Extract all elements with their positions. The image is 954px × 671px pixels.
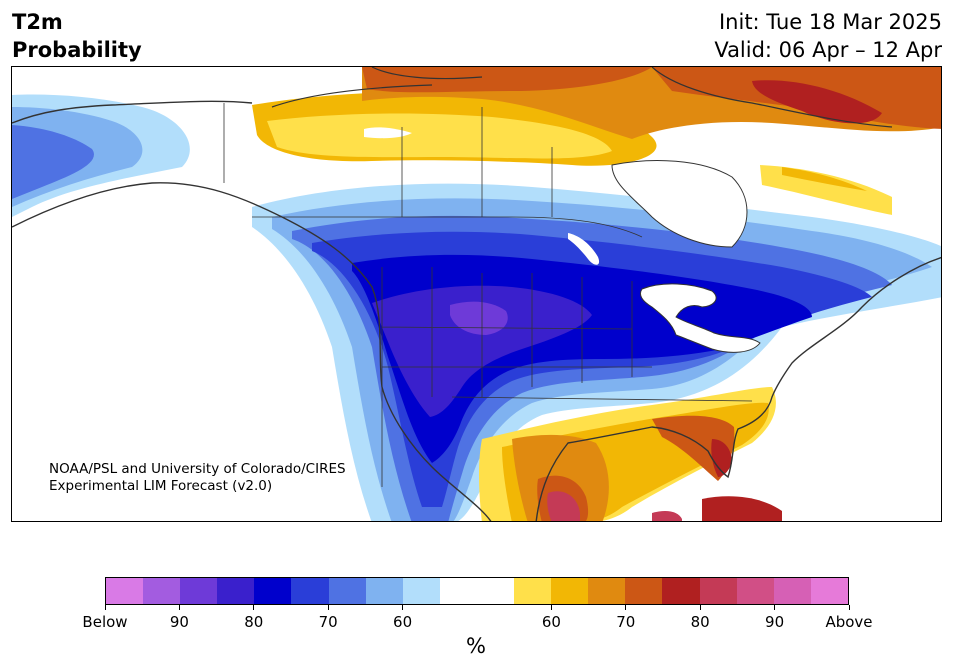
field-label: Probability — [12, 38, 142, 62]
credit-line-2: Experimental LIM Forecast (v2.0) — [49, 478, 273, 494]
colorbar-segment — [180, 578, 218, 604]
colorbar-tick-mark — [774, 605, 776, 610]
colorbar-tick-label: 70 — [616, 613, 636, 631]
colorbar-segment — [736, 578, 774, 604]
colorbar-segment — [551, 578, 589, 604]
colorbar-tick-mark — [402, 605, 404, 610]
cold-region-alaska-dark — [12, 125, 94, 199]
warm-region-labrador-orange — [782, 167, 867, 191]
colorbar-tick-label: 80 — [244, 613, 264, 631]
colorbar — [105, 577, 849, 605]
credit-line-1: NOAA/PSL and University of Colorado/CIRE… — [49, 461, 346, 477]
boundaries — [223, 103, 753, 487]
colorbar-segment — [810, 578, 848, 604]
colorbar-segment — [217, 578, 255, 604]
cold-region-purple-core — [450, 301, 508, 335]
colorbar-tick-mark — [550, 605, 552, 610]
colorbar-tick-label: 90 — [765, 613, 785, 631]
colorbar-tick-label: 60 — [541, 613, 561, 631]
colorbar-tick-label: Below — [82, 613, 128, 631]
date-block: Init: Tue 18 Mar 2025 Valid: 06 Apr – 12… — [714, 8, 942, 64]
colorbar-tick-mark — [104, 605, 106, 610]
variable-label: T2m — [12, 10, 63, 34]
valid-date: Valid: 06 Apr – 12 Apr — [714, 38, 942, 62]
warm-region-mexico-red — [547, 491, 580, 521]
coastline-east — [535, 256, 941, 521]
warm-region-caribbean — [702, 496, 782, 521]
colorbar-segment — [514, 578, 552, 604]
warm-region-florida-red — [711, 439, 732, 477]
colorbar-segment — [254, 578, 292, 604]
coastline-west — [12, 100, 492, 521]
colorbar-tick-label: 60 — [393, 613, 413, 631]
colorbar-segment — [439, 578, 477, 604]
warm-region-north-inner — [267, 113, 612, 159]
coastline-arctic — [271, 67, 893, 128]
colorbar-segment — [625, 578, 663, 604]
colorbar-segment — [365, 578, 403, 604]
warm-region-arctic-dark — [362, 67, 652, 93]
colorbar-tick-mark — [625, 605, 627, 610]
lake-winnipeg — [568, 233, 600, 265]
forecast-map — [11, 66, 942, 522]
colorbar-tick-label: Above — [825, 613, 873, 631]
state-lines — [381, 267, 753, 487]
title-block: T2m Probability — [12, 8, 142, 64]
colorbar-segment — [291, 578, 329, 604]
warm-region-labrador — [760, 165, 892, 215]
colorbar-tick-mark — [253, 605, 255, 610]
colorbar-tick-mark — [699, 605, 701, 610]
great-slave-lake — [364, 127, 412, 139]
colorbar-segment — [328, 578, 366, 604]
colorbar-segment — [476, 578, 515, 604]
province-lines — [401, 107, 553, 217]
colorbar-tick-mark — [327, 605, 329, 610]
colorbar-segment — [662, 578, 700, 604]
colorbar-tick-label: 70 — [318, 613, 338, 631]
colorbar-tick-mark — [178, 605, 180, 610]
warm-region-caribbean-magenta — [652, 511, 682, 521]
colorbar-tick-label: 80 — [690, 613, 710, 631]
colorbar-unit-label: % — [466, 634, 486, 658]
colorbar-segment — [699, 578, 737, 604]
colorbar-tick-label: 90 — [169, 613, 189, 631]
colorbar-tick-mark — [848, 605, 850, 610]
warm-region-greenland-core — [752, 80, 882, 124]
colorbar-segment — [773, 578, 811, 604]
credit-text: NOAA/PSL and University of Colorado/CIRE… — [49, 461, 346, 495]
great-lakes — [639, 283, 761, 353]
us-canada-border — [251, 216, 643, 238]
colorbar-segment — [106, 578, 144, 604]
colorbar-segment — [588, 578, 626, 604]
colorbar-segment — [402, 578, 440, 604]
probability-map-svg — [12, 67, 941, 521]
init-date: Init: Tue 18 Mar 2025 — [718, 10, 942, 34]
colorbar-segment — [143, 578, 181, 604]
hudson-bay-region — [611, 160, 748, 248]
